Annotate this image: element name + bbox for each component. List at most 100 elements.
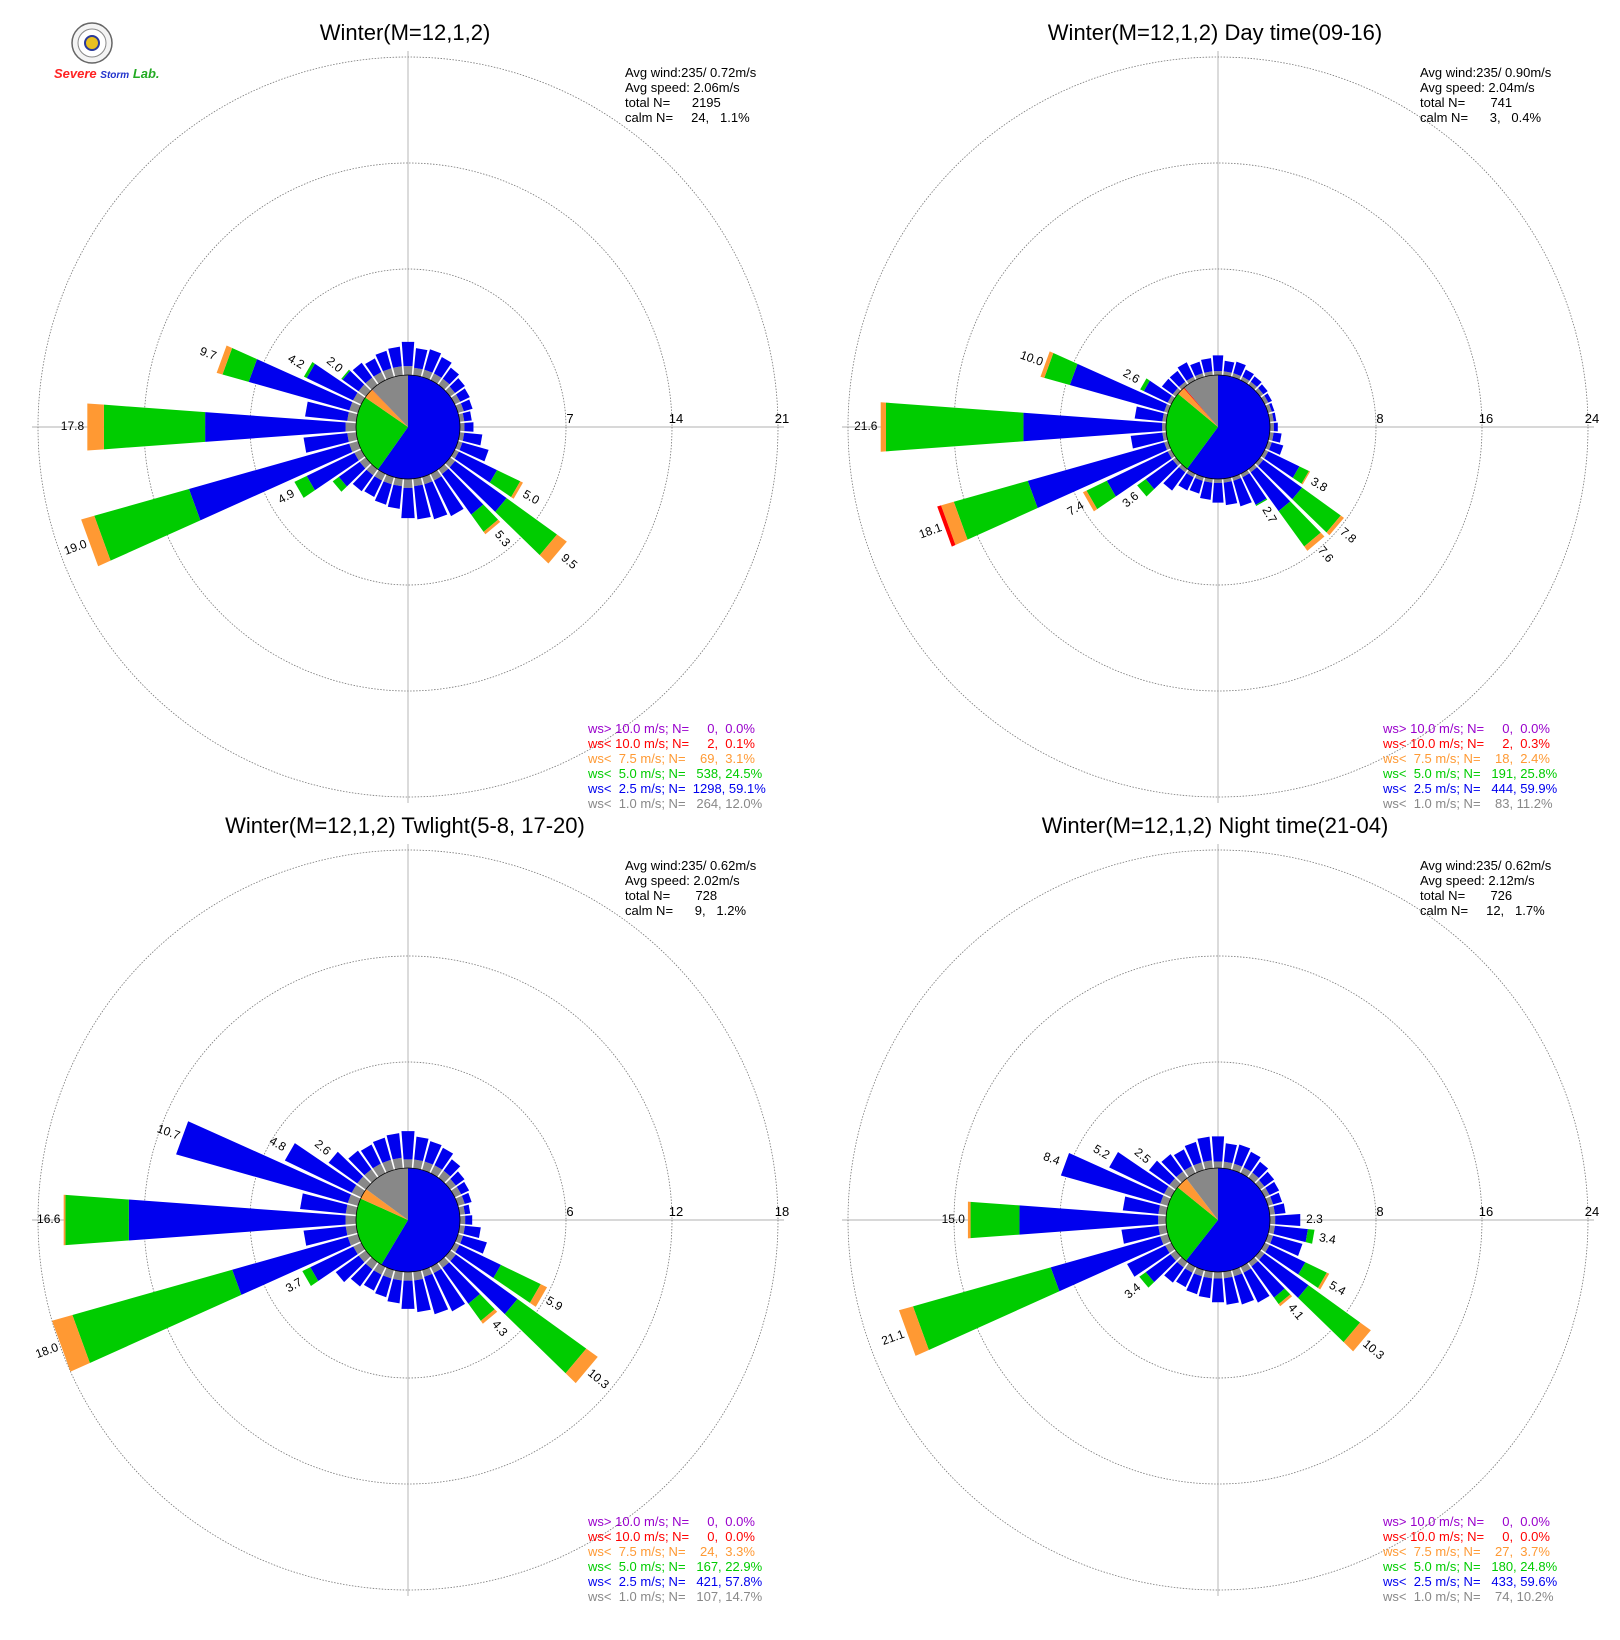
direction-bar [1232,474,1252,507]
legend-entry: ws< 1.0 m/s; N= 74, 10.2% [1383,1589,1554,1604]
bar-segment [1127,1245,1170,1277]
pie-slice [365,389,408,427]
bar-segment [1161,1154,1183,1178]
bar-label: 5.3 [492,528,514,550]
ring [847,56,1589,798]
bar-segment [382,1159,394,1173]
bar-label: 2.6 [1121,366,1143,387]
direction-bar [413,1270,431,1313]
direction-bar [1177,362,1196,384]
bar-segment [463,1204,471,1215]
bar-segment [451,394,461,405]
bar-segment [1086,480,1116,510]
bar-segment [1211,1278,1225,1303]
direction-bar [302,1242,365,1286]
bar-segment [967,1201,971,1239]
bar-segment [1060,1153,1164,1204]
bar-segment [375,1275,392,1298]
bar-segment [1164,1262,1184,1283]
bar-segment [1163,467,1186,491]
bar-segment [1273,1225,1308,1243]
bar-segment [459,422,465,432]
bar-segment [1023,412,1163,442]
bar-segment [1292,487,1341,533]
bar-segment [1343,1322,1371,1352]
direction-bar [445,378,465,397]
direction-bar [455,441,489,462]
bar-segment [422,369,433,380]
bar-segment [1232,373,1241,380]
bar-segment [1240,470,1250,478]
bar-segment [1248,381,1258,390]
bar-segment [1223,1161,1233,1170]
windrose-panel-twilight: 6 12 18 5.9 10.3 4.3 3.7 18.0 16.6 10.7 4.8 2.6 Win… [0,793,810,1613]
bar-segment [1273,422,1278,432]
direction-bar [1255,1250,1371,1352]
bar-segment [1223,481,1238,506]
direction-bar [1137,457,1181,497]
direction-bar [422,1141,442,1173]
direction-bar [1248,1257,1293,1307]
direction-bar [458,1204,471,1215]
bar-segment [424,1141,442,1165]
pie-slice [1166,1187,1218,1261]
bar-segment [401,341,415,367]
direction-bar [1190,361,1204,380]
bar-segment [1167,395,1175,405]
bar-segment [1261,449,1269,459]
bar-segment [912,1267,1060,1350]
bar-label: 7.4 [1065,498,1087,519]
direction-bar [387,1270,403,1304]
bar-segment [1044,352,1078,386]
bar-segment [1172,457,1181,467]
bar-segment [51,1314,90,1372]
bar-label: 10.3 [585,1366,612,1392]
direction-bar [1268,432,1282,443]
bar-segment [347,432,358,442]
bar-segment [1317,1272,1330,1290]
direction-bar [372,1137,394,1173]
bar-segment [1298,1285,1361,1343]
legend-entry: ws< 5.0 m/s; N= 538, 24.5% [588,766,763,781]
bar-label: 21.1 [880,1327,907,1348]
bar-label: 4.3 [489,1317,511,1339]
bar-label: 3.7 [283,1275,305,1296]
bar-segment [310,1246,358,1282]
bar-segment [1268,1225,1276,1235]
bar-segment [348,1150,372,1176]
direction-bar [438,464,501,535]
direction-bar [1121,1225,1168,1244]
bar-label: 4.8 [267,1134,289,1155]
legend: ws> 10.0 m/s; N= 0, 0.0% ws< 10.0 m/s; N… [1383,1514,1557,1604]
bar-segment [1019,1205,1159,1235]
legend-entry: ws> 10.0 m/s; N= 0, 0.0% [1383,1514,1550,1529]
bar-segment [1177,1257,1188,1268]
bar-segment [1248,464,1258,473]
ring-label: 24 [1585,1204,1599,1219]
bar-segment [414,1278,431,1313]
bar-segment [372,1137,391,1163]
legend-entry: ws< 2.5 m/s; N= 421, 57.8% [588,1574,763,1589]
chart-title: Winter(M=12,1,2) [319,20,491,45]
bar-label: 2.6 [312,1137,334,1159]
bar-label: 4.9 [275,486,297,507]
bar-segment [483,519,501,535]
bar-segment [424,481,448,520]
bar-segment [1167,449,1175,459]
bar-segment [1255,457,1264,467]
direction-bar [303,432,358,453]
direction-bar [413,348,428,377]
lab-seal-icon [71,22,113,64]
bar-segment [358,384,371,397]
bar-segment [1264,451,1300,478]
bar-segment [414,1136,429,1162]
direction-bar [332,457,371,492]
direction-bar [348,1150,378,1183]
bar-segment [422,474,433,485]
bar-segment [1223,1270,1233,1279]
bar-segment [442,1262,480,1304]
bar-segment [392,1157,403,1170]
bar-segment [1273,1203,1286,1215]
direction-bar [352,362,378,390]
bar-label: 3.4 [1122,1280,1144,1302]
